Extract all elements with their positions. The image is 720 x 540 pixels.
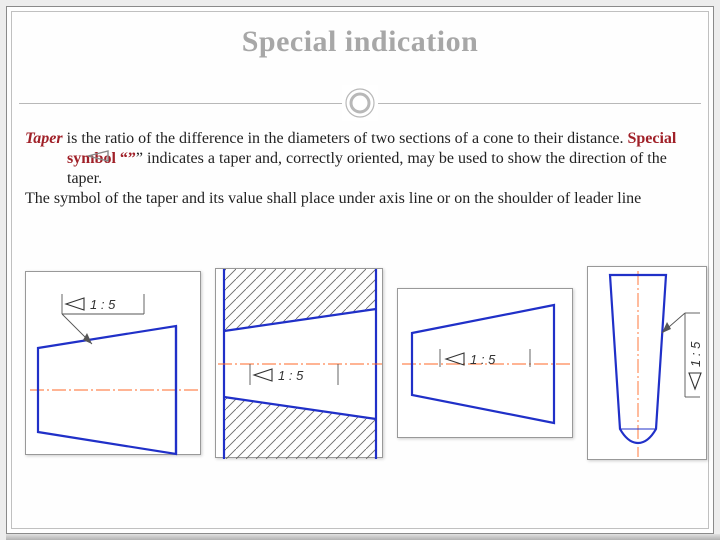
fig1-label: 1 : 5: [90, 297, 116, 312]
paragraph-2: The symbol of the taper and its value sh…: [25, 189, 695, 209]
fig2-label: 1 : 5: [278, 368, 304, 383]
slide: Special indication Taper is the ratio of…: [6, 6, 714, 534]
p1-a: is the ratio of the difference in the di…: [63, 130, 628, 147]
figure-4: 1 : 5: [587, 266, 707, 460]
figure-1: 1 : 5: [25, 271, 201, 455]
figure-2: 1 : 5: [215, 268, 383, 458]
fig3-label: 1 : 5: [470, 352, 496, 367]
p1-c: ” indicates a taper and, correctly orien…: [67, 150, 667, 187]
paragraph-1: Taper is the ratio of the difference in …: [25, 129, 695, 189]
bottom-shadow: [6, 534, 720, 540]
fig4-label: 1 : 5: [688, 341, 703, 367]
figures-row: 1 : 5: [25, 263, 703, 463]
term-taper: Taper: [25, 130, 63, 147]
circle-ornament-icon: [342, 85, 378, 121]
body-text: Taper is the ratio of the difference in …: [25, 129, 695, 209]
special-close-quote: ”: [128, 150, 136, 167]
figure-3: 1 : 5: [397, 288, 573, 438]
page-title: Special indication: [7, 25, 713, 59]
